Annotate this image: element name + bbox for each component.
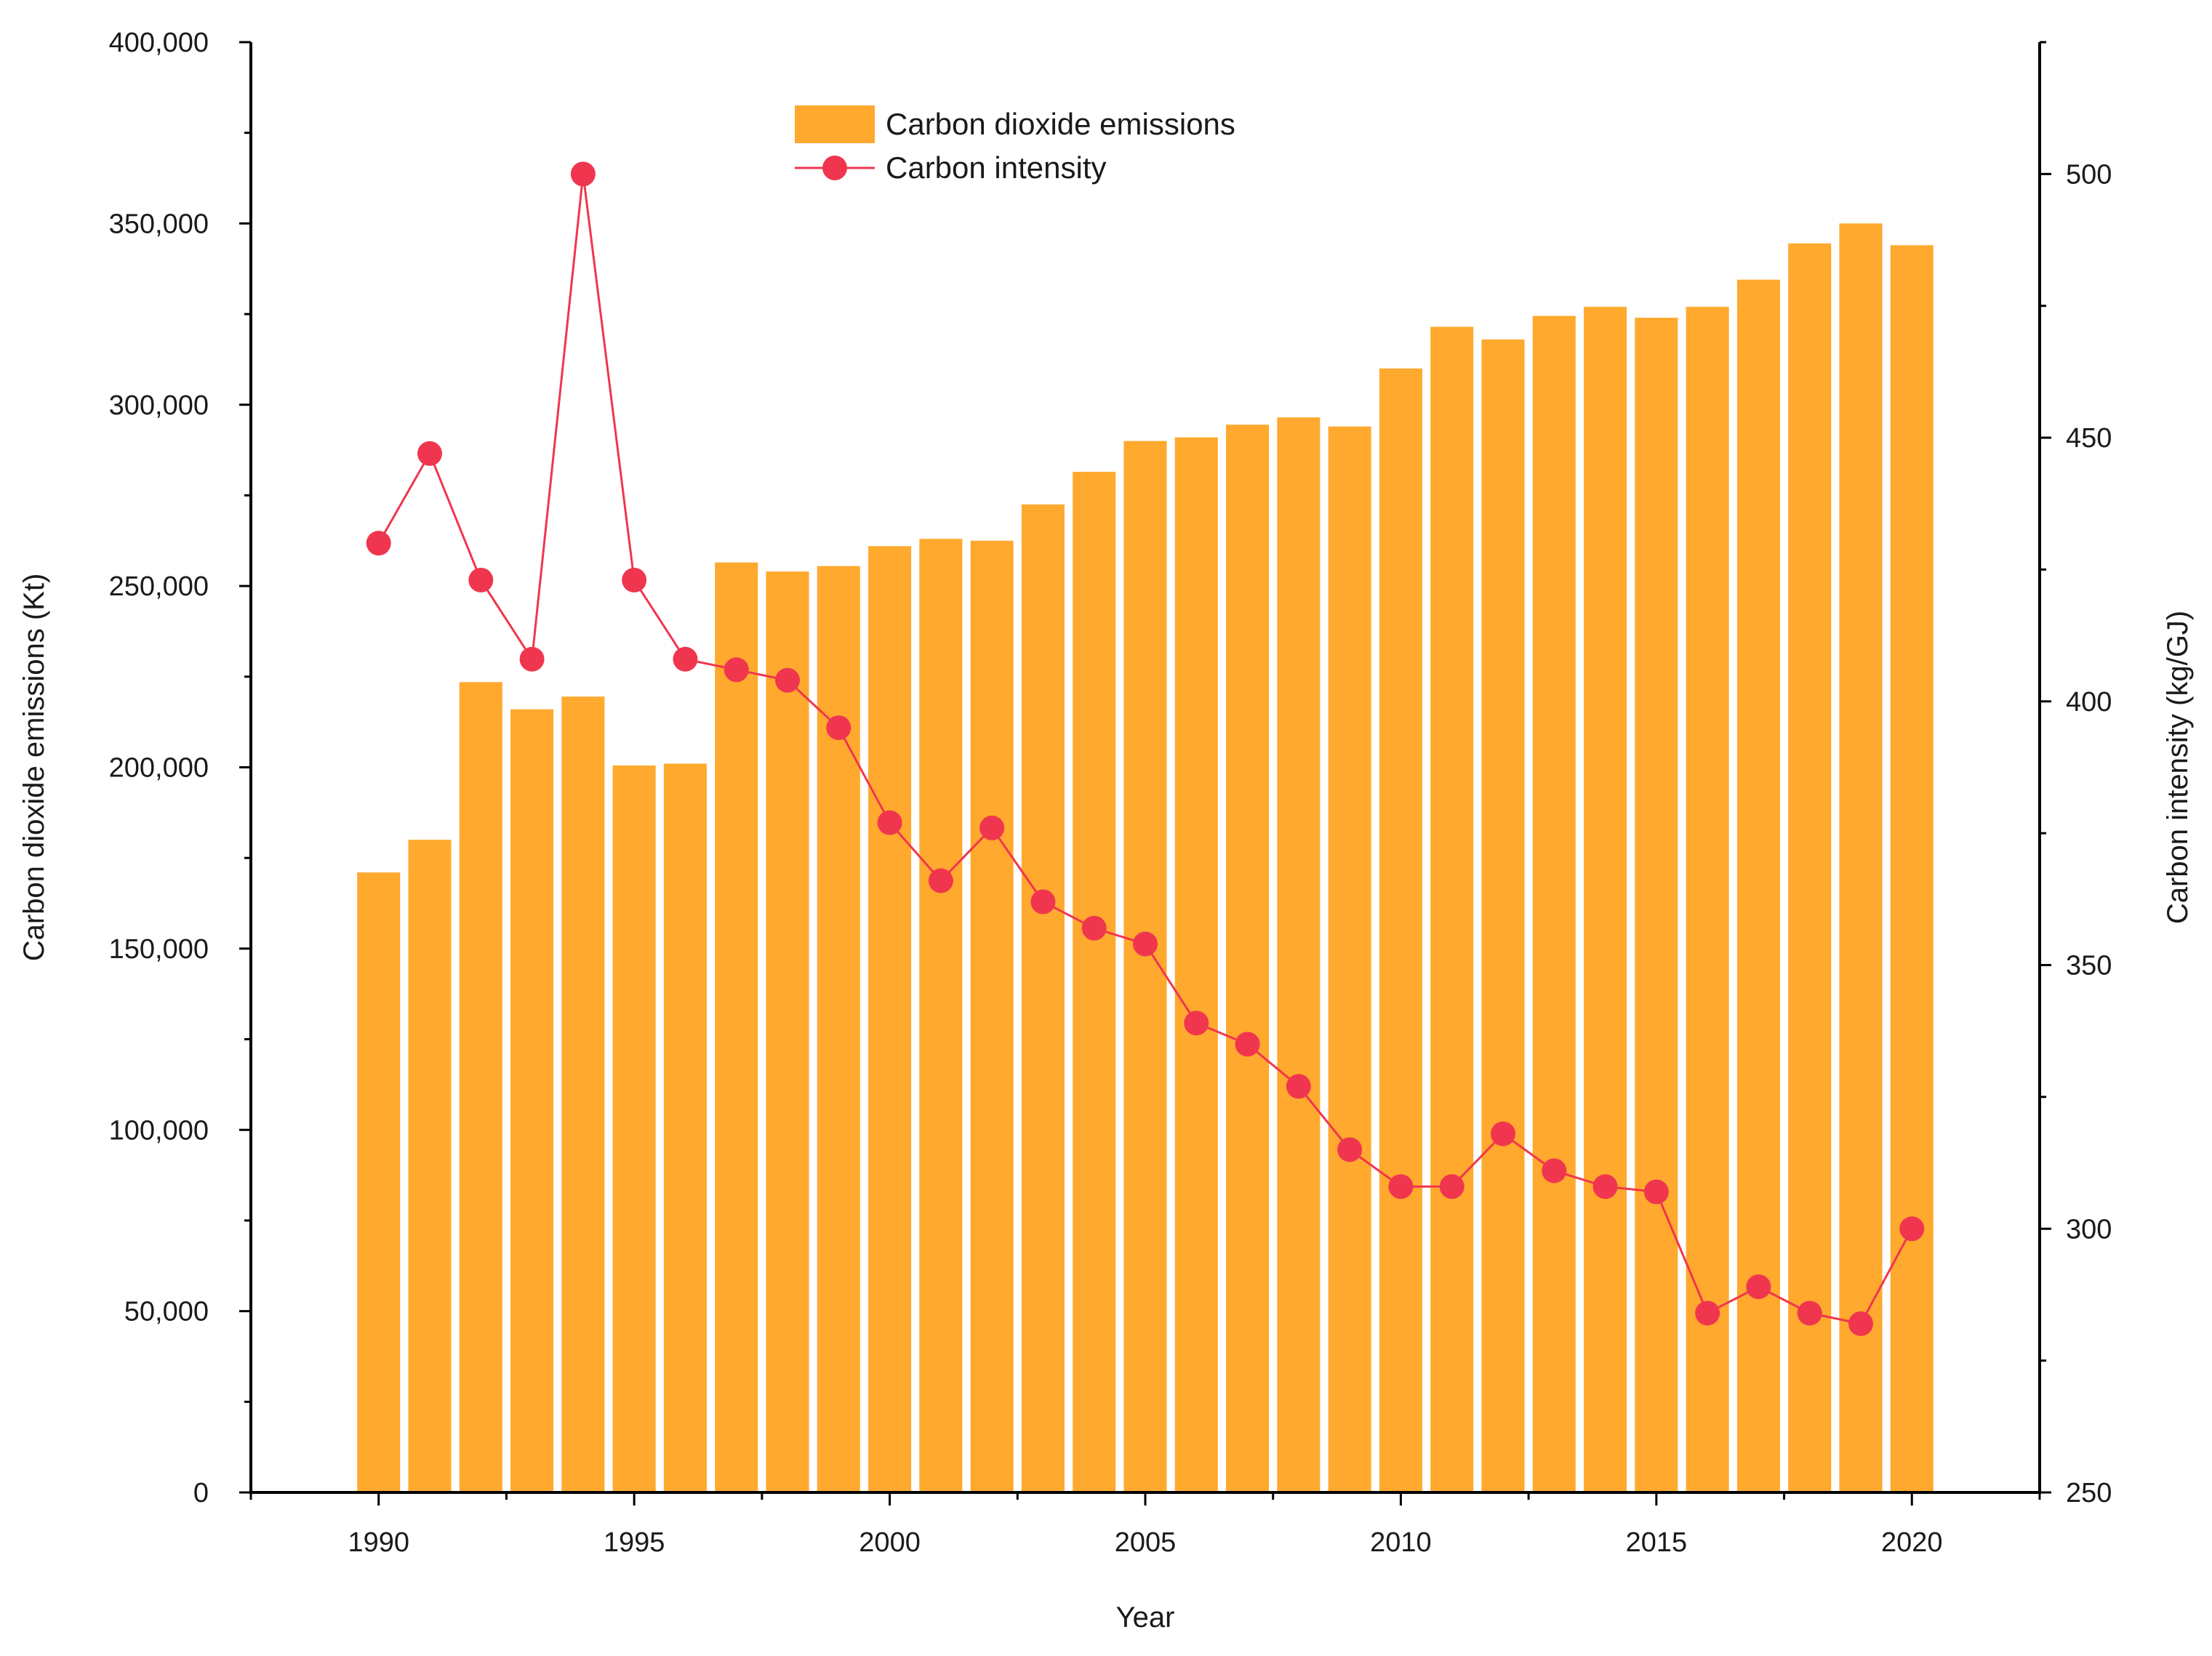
point-2004 — [1081, 915, 1107, 941]
bar-1997 — [715, 562, 758, 1492]
y-left-tick-label: 150,000 — [109, 934, 209, 965]
x-tick-label: 2015 — [1626, 1527, 1688, 1558]
bar-2015 — [1635, 318, 1678, 1492]
line-layer — [366, 161, 1925, 1336]
point-2006 — [1184, 1010, 1209, 1036]
bar-2012 — [1481, 339, 1525, 1493]
point-2009 — [1337, 1137, 1363, 1162]
point-2010 — [1388, 1174, 1414, 1199]
point-1992 — [468, 567, 494, 592]
point-2000 — [877, 810, 902, 835]
bar-2014 — [1584, 307, 1627, 1492]
bar-2010 — [1379, 368, 1422, 1492]
y-right-tick-label: 250 — [2066, 1478, 2112, 1508]
point-1995 — [622, 567, 647, 592]
axes-layer: 0 50,000 100,000 150,000 200,000 250,000 300,0… — [109, 28, 2112, 1558]
y-left-tick-label: 50,000 — [124, 1297, 209, 1327]
y-left-tick-label: 250,000 — [109, 571, 209, 602]
bar-2011 — [1430, 326, 1474, 1492]
x-tick-label: 2000 — [859, 1527, 921, 1558]
point-2015 — [1643, 1179, 1669, 1205]
bar-1994 — [561, 696, 605, 1492]
bars-layer — [357, 223, 1934, 1493]
point-1996 — [673, 646, 698, 672]
y-right-tick-label: 300 — [2066, 1214, 2112, 1245]
y-left-tick-label: 350,000 — [109, 209, 209, 239]
point-1991 — [417, 441, 442, 466]
y-left-tick-label: 100,000 — [109, 1115, 209, 1146]
bar-2016 — [1686, 307, 1729, 1492]
y-left-tick-label: 300,000 — [109, 390, 209, 421]
bar-2008 — [1277, 417, 1321, 1492]
bar-2000 — [868, 546, 912, 1493]
legend-bar-swatch — [795, 105, 875, 143]
point-2003 — [1030, 889, 1056, 915]
bar-2004 — [1073, 472, 1116, 1492]
point-1997 — [724, 657, 749, 683]
point-2005 — [1133, 931, 1158, 957]
bar-1998 — [766, 571, 809, 1492]
x-tick-label: 2005 — [1115, 1527, 1177, 1558]
y-right-tick-label: 450 — [2066, 423, 2112, 454]
x-tick-label: 1995 — [604, 1527, 665, 1558]
x-axis-title: Year — [1116, 1601, 1175, 1633]
x-tick-label: 1990 — [348, 1527, 409, 1558]
point-2012 — [1491, 1121, 1515, 1146]
y-right-tick-label: 350 — [2066, 951, 2112, 981]
x-tick-label: 2020 — [1881, 1527, 1943, 1558]
point-2008 — [1286, 1074, 1311, 1099]
point-2017 — [1746, 1274, 1771, 1300]
y-right-tick-label: 500 — [2066, 159, 2112, 190]
y-left-tick-label: 0 — [193, 1478, 209, 1508]
point-2013 — [1542, 1158, 1567, 1183]
legend-line-marker — [822, 156, 847, 180]
bar-2003 — [1021, 504, 1065, 1492]
point-2018 — [1797, 1301, 1822, 1326]
y-right-tick-label: 400 — [2066, 687, 2112, 718]
bar-2009 — [1328, 426, 1371, 1492]
bar-1995 — [612, 765, 656, 1492]
y-right-axis-title: Carbon intensity (kg/GJ) — [2162, 611, 2194, 924]
bar-1991 — [408, 840, 452, 1492]
point-1999 — [826, 715, 851, 741]
point-2007 — [1235, 1032, 1260, 1057]
y-left-axis-title: Carbon dioxide emissions (Kt) — [18, 574, 50, 962]
bar-2006 — [1174, 437, 1218, 1493]
bar-2013 — [1532, 315, 1576, 1492]
bar-2001 — [919, 539, 963, 1492]
bar-2002 — [970, 540, 1014, 1492]
bar-1992 — [459, 682, 502, 1493]
point-2011 — [1439, 1174, 1464, 1199]
point-2002 — [979, 815, 1005, 840]
legend-line-label: Carbon intensity — [886, 150, 1107, 185]
point-2014 — [1592, 1174, 1618, 1199]
point-2020 — [1899, 1216, 1925, 1242]
x-tick-label: 2010 — [1370, 1527, 1432, 1558]
y-left-tick-label: 200,000 — [109, 753, 209, 784]
bar-2018 — [1788, 243, 1832, 1492]
bar-1996 — [663, 763, 707, 1492]
point-1993 — [519, 646, 545, 672]
point-1998 — [775, 667, 800, 693]
bar-2017 — [1736, 279, 1780, 1492]
bar-2020 — [1890, 245, 1934, 1492]
legend-bar-label: Carbon dioxide emissions — [886, 107, 1235, 141]
bar-1993 — [510, 709, 554, 1493]
bar-1999 — [817, 566, 860, 1492]
point-1990 — [366, 531, 391, 556]
point-2001 — [928, 868, 953, 893]
y-left-tick-label: 400,000 — [109, 28, 209, 58]
point-2016 — [1695, 1301, 1720, 1326]
point-2019 — [1848, 1311, 1873, 1336]
bar-2019 — [1839, 223, 1883, 1492]
bar-2007 — [1226, 425, 1270, 1492]
legend: Carbon dioxide emissions Carbon intensit… — [795, 105, 1235, 185]
point-1994 — [570, 161, 596, 187]
bar-1990 — [357, 872, 401, 1492]
